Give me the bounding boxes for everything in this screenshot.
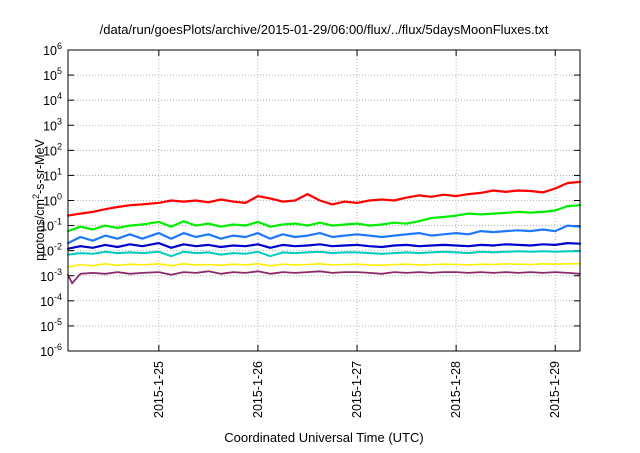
- y-tick-label: 10-3: [40, 267, 62, 284]
- y-tick-label: 10-5: [40, 317, 62, 334]
- y-tick-label: 100: [43, 192, 62, 209]
- y-tick-label: 103: [43, 116, 62, 133]
- y-tick-base: 10: [40, 295, 54, 309]
- y-axis-label-sup: 2: [31, 194, 41, 199]
- y-tick-base: 10: [40, 220, 54, 234]
- series-line-3: [66, 224, 582, 245]
- y-tick-exponent: 4: [57, 91, 62, 101]
- y-axis-label-rest: -s-sr-MeV: [33, 138, 47, 194]
- y-tick-base: 10: [43, 195, 57, 209]
- y-tick-base: 10: [40, 245, 54, 259]
- y-tick-base: 10: [43, 119, 57, 133]
- y-tick-label: 10-1: [40, 217, 62, 234]
- series-line-5: [67, 250, 581, 258]
- series-line-6: [67, 262, 581, 269]
- x-tick-label: 2015-1-29: [548, 361, 562, 418]
- plot-frame: [67, 49, 581, 352]
- x-tick-label: 2015-1-25: [152, 361, 166, 418]
- y-tick-base: 10: [43, 44, 57, 58]
- y-tick-base: 10: [40, 270, 54, 284]
- y-tick-exponent: -4: [54, 292, 62, 302]
- x-tick-label: 2015-1-26: [251, 361, 265, 418]
- y-tick-exponent: 6: [57, 41, 62, 51]
- y-tick-exponent: 1: [57, 166, 62, 176]
- y-axis-label-main: protons/cm: [33, 199, 47, 261]
- y-tick-label: 106: [43, 41, 62, 58]
- y-tick-label: 10-2: [40, 242, 62, 259]
- y-tick-label: 102: [43, 141, 62, 158]
- series-line-4: [66, 242, 582, 250]
- y-tick-exponent: 3: [57, 116, 62, 126]
- y-tick-label: 10-4: [40, 292, 62, 309]
- y-tick-label: 10-6: [40, 342, 62, 359]
- series-line-7: [67, 270, 581, 285]
- y-tick-labels: 10-610-510-410-310-210-11001011021031041…: [40, 41, 62, 359]
- x-tick-label: 2015-1-28: [449, 361, 463, 418]
- y-tick-exponent: -2: [54, 242, 62, 252]
- y-tick-base: 10: [43, 144, 57, 158]
- series-line-2: [66, 204, 582, 233]
- y-tick-base: 10: [43, 69, 57, 83]
- y-axis-label: protons/cm2-s-sr-MeV: [31, 138, 47, 260]
- y-tick-label: 101: [43, 166, 62, 183]
- chart-title: /data/run/goesPlots/archive/2015-01-29/0…: [100, 22, 549, 37]
- series-group: [66, 180, 582, 285]
- y-tick-exponent: 5: [57, 66, 62, 76]
- y-tick-exponent: -5: [54, 317, 62, 327]
- y-tick-exponent: -1: [54, 217, 62, 227]
- x-tick-label: 2015-1-27: [350, 361, 364, 418]
- y-tick-exponent: 2: [57, 141, 62, 151]
- x-tick-labels: 2015-1-25 2015-1-26 2015-1-27 2015-1-28 2015…: [152, 361, 562, 418]
- x-axis-label: Coordinated Universal Time (UTC): [224, 430, 423, 445]
- y-tick-base: 10: [43, 94, 57, 108]
- y-tick-base: 10: [40, 345, 54, 359]
- y-tick-base: 10: [43, 169, 57, 183]
- y-tick-base: 10: [40, 320, 54, 334]
- y-tick-label: 104: [43, 91, 62, 108]
- y-tick-exponent: -6: [54, 342, 62, 352]
- y-tick-exponent: -3: [54, 267, 62, 277]
- y-tick-label: 105: [43, 66, 62, 83]
- y-tick-exponent: 0: [57, 192, 62, 202]
- series-line-1: [66, 180, 582, 217]
